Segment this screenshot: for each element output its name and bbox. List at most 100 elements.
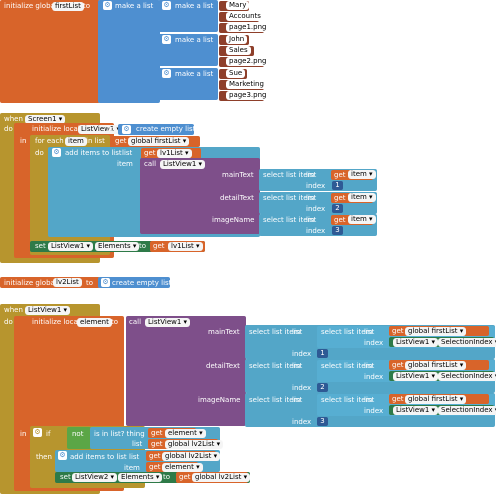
list-label: list: [129, 453, 140, 461]
global-lv2list-dropdown[interactable]: global lv2List ▾: [165, 440, 224, 449]
call-label: call: [129, 318, 142, 326]
init-local-label: initialize local: [32, 125, 80, 133]
get-label: get: [115, 137, 127, 145]
init-global-firstlist-block[interactable]: [0, 0, 100, 103]
gear-icon[interactable]: ⚙: [162, 69, 171, 78]
select-label: select list item: [249, 396, 301, 404]
listview1-dropdown[interactable]: ListView1 ▾: [145, 318, 191, 327]
list-label: list: [306, 216, 317, 224]
listview2-dropdown[interactable]: ListView2 ▾: [72, 473, 118, 482]
list-label: list: [132, 440, 143, 448]
in-label: in: [20, 430, 27, 438]
global-firstlist-dropdown[interactable]: global firstList ▾: [405, 395, 467, 404]
number-1[interactable]: 1: [317, 349, 328, 358]
number-2[interactable]: 2: [332, 204, 343, 213]
list-label: list: [364, 328, 375, 336]
do-label: do: [4, 125, 13, 133]
lv2list-var[interactable]: lv2List: [53, 278, 82, 287]
listview1-dropdown[interactable]: ListView1 ▾: [25, 306, 71, 315]
global-firstlist-dropdown[interactable]: global firstList ▾: [405, 327, 467, 336]
init-global-label: initialize global: [4, 279, 57, 287]
listview1-dropdown[interactable]: ListView1 ▾: [160, 160, 206, 169]
to-label: to: [111, 318, 119, 326]
create-empty-list[interactable]: [118, 124, 194, 135]
listview1-dropdown[interactable]: ListView1 ▾: [393, 406, 439, 415]
item-dropdown[interactable]: item ▾: [348, 215, 376, 224]
lv1list-dropdown[interactable]: lv1List ▾: [168, 242, 203, 251]
gear-icon[interactable]: ⚙: [103, 1, 112, 10]
string-value[interactable]: Marketing: [226, 80, 267, 89]
global-firstlist-dropdown[interactable]: global firstList ▾: [405, 361, 467, 370]
string-value[interactable]: page2.png: [226, 57, 270, 66]
item-dropdown[interactable]: item ▾: [348, 170, 376, 179]
string-value[interactable]: Sales: [226, 46, 251, 55]
list-label: list: [292, 328, 303, 336]
imagename-label: imageName: [198, 396, 241, 404]
list-label: list: [292, 396, 303, 404]
call-label: call: [144, 160, 157, 168]
global-firstlist-dropdown[interactable]: global firstList ▾: [128, 137, 190, 146]
listview1-dropdown[interactable]: ListView1 ▾: [393, 338, 439, 347]
number-1[interactable]: 1: [332, 181, 343, 190]
make-list-outer[interactable]: [98, 0, 160, 103]
get-label: get: [392, 327, 404, 335]
selectionindex-dropdown[interactable]: SelectionIndex ▾: [438, 338, 496, 347]
elements-dropdown[interactable]: Elements ▾: [95, 242, 140, 251]
get-label: get: [392, 395, 404, 403]
index-label: index: [306, 182, 326, 190]
init-global-lv2list-block[interactable]: [0, 277, 100, 288]
selectionindex-dropdown[interactable]: SelectionIndex ▾: [438, 406, 496, 415]
firstlist-var[interactable]: firstList: [52, 2, 84, 11]
number-3[interactable]: 3: [332, 226, 343, 235]
item-dropdown[interactable]: item ▾: [348, 193, 376, 202]
string-value[interactable]: Accounts: [226, 12, 264, 21]
gear-icon[interactable]: ⚙: [162, 35, 171, 44]
gear-icon[interactable]: ⚙: [162, 1, 171, 10]
global-lv2list-dropdown[interactable]: global lv2List ▾: [162, 452, 221, 461]
gear-icon[interactable]: ⚙: [52, 148, 61, 157]
element-dropdown[interactable]: element ▾: [165, 429, 206, 438]
create-empty-list[interactable]: [98, 277, 170, 288]
create-element-block[interactable]: [140, 158, 260, 234]
listview1-dropdown[interactable]: ListView1 ▾: [393, 372, 439, 381]
maintext-label: mainText: [222, 171, 254, 179]
elements-dropdown[interactable]: Elements ▾: [118, 473, 163, 482]
to-label: to: [83, 2, 91, 10]
number-2[interactable]: 2: [317, 383, 328, 392]
create-element-block[interactable]: [126, 316, 246, 426]
gear-icon[interactable]: ⚙: [122, 125, 131, 134]
global-lv2list-dropdown[interactable]: global lv2List ▾: [192, 473, 251, 482]
when-label: when: [4, 115, 23, 123]
lv1list-dropdown[interactable]: lv1List ▾: [157, 149, 192, 158]
index-label: index: [292, 418, 312, 426]
get-label: get: [144, 149, 156, 157]
add-items-label: add items to list: [65, 149, 122, 157]
element-dropdown[interactable]: element ▾: [162, 463, 203, 472]
string-value[interactable]: Sue: [226, 69, 246, 78]
select-label: select list item: [321, 396, 373, 404]
is-in-list-label: is in list? thing: [94, 430, 145, 438]
gear-icon[interactable]: ⚙: [101, 278, 110, 287]
string-value[interactable]: page3.png: [226, 91, 270, 100]
list-label: list: [364, 362, 375, 370]
lv1list-var[interactable]: ListView1 ▾: [78, 125, 124, 134]
item-var[interactable]: item: [65, 137, 87, 146]
to-label: to: [86, 279, 94, 287]
gear-icon[interactable]: ⚙: [33, 428, 42, 437]
selectionindex-dropdown[interactable]: SelectionIndex ▾: [438, 372, 496, 381]
gear-icon[interactable]: ⚙: [58, 451, 67, 460]
for-each-label: for each: [35, 137, 64, 145]
list-label: list: [122, 149, 133, 157]
screen1-dropdown[interactable]: Screen1 ▾: [25, 115, 66, 124]
string-value[interactable]: page1.png: [226, 23, 270, 32]
set-label: set: [60, 473, 71, 481]
list-label: list: [306, 194, 317, 202]
string-value[interactable]: John: [226, 35, 248, 44]
get-label: get: [149, 463, 161, 471]
number-3[interactable]: 3: [317, 417, 328, 426]
not-label: not: [72, 430, 84, 438]
string-value[interactable]: Mary: [226, 1, 250, 10]
listview1-dropdown[interactable]: ListView1 ▾: [48, 242, 94, 251]
not-block[interactable]: [67, 427, 91, 449]
element-var[interactable]: element: [77, 318, 112, 327]
